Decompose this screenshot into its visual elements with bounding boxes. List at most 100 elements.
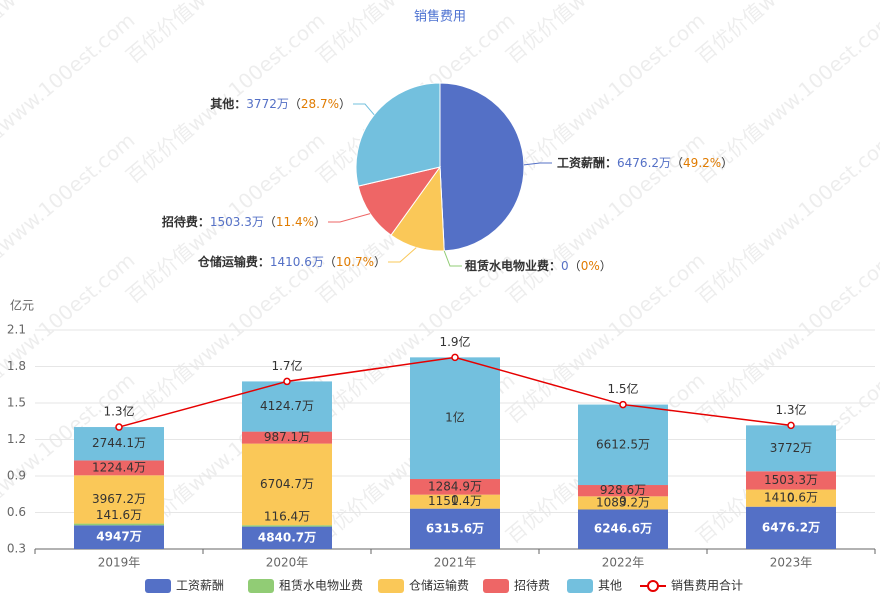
bar-label: 1503.3万 — [764, 473, 818, 487]
bar-segment — [410, 479, 500, 495]
bar-label: 1亿 — [445, 410, 465, 425]
bar-segment — [74, 427, 164, 461]
y-tick-label: 2.1 — [7, 323, 26, 337]
pie-label-part: 0 — [561, 259, 569, 273]
legend-label: 招待费 — [514, 579, 550, 593]
legend-label: 仓储运输费 — [409, 578, 469, 593]
bar-label: 4947万 — [96, 530, 141, 544]
pie-label-part: （ — [289, 97, 301, 111]
bar-label: 1410.6万 — [764, 491, 818, 505]
line-point — [283, 377, 291, 386]
legend-symbol — [145, 579, 171, 593]
bar-segment — [242, 526, 332, 549]
leader-line — [328, 213, 371, 223]
x-tick-label: 2021年 — [434, 556, 477, 570]
legend-label: 销售费用合计 — [671, 578, 743, 593]
leader-line — [443, 250, 462, 267]
pie-label-part: 28.7% — [301, 97, 339, 111]
pie-label-part: ） — [314, 215, 326, 229]
pie-label-part: 招待费 — [162, 214, 198, 229]
pie-label-part: 其他 — [210, 96, 234, 111]
pie-label-part: （ — [264, 215, 276, 229]
pie-label-part: 仓储运输费 — [197, 254, 258, 269]
bar-segment — [746, 489, 836, 507]
bar-segment — [74, 525, 164, 549]
line-point — [115, 423, 123, 431]
bar-segment — [578, 404, 668, 486]
leader-line — [523, 162, 552, 166]
bar-label: 6246.6万 — [594, 522, 652, 536]
bar-segment — [242, 525, 332, 527]
bar-segment — [746, 471, 836, 490]
line-point — [787, 421, 795, 430]
bar-label: 987.1万 — [264, 430, 310, 444]
bar-label: 0 — [451, 493, 459, 507]
line-label: 1.3亿 — [103, 404, 134, 419]
bar-label: 141.6万 — [96, 508, 142, 522]
bar-label: 928.6万 — [600, 483, 646, 497]
bar-segment — [578, 496, 668, 510]
bar-label: 3967.2万 — [92, 492, 146, 506]
legend-symbol — [567, 579, 593, 593]
line-label: 1.9亿 — [439, 334, 470, 349]
pie-label: 工资薪酬：6476.2万（49.2%） — [557, 155, 733, 170]
bar-label: 4840.7万 — [258, 530, 316, 544]
pie-label: 仓储运输费：1410.6万（10.7%） — [197, 254, 386, 269]
pie-label-part: ： — [549, 259, 561, 273]
bar-label: 1224.4万 — [92, 460, 146, 474]
x-tick-label: 2022年 — [602, 556, 645, 570]
bar-segment — [74, 460, 164, 476]
y-tick-label: 1.8 — [7, 359, 26, 373]
bar-segment — [746, 425, 836, 472]
bar-label: 2744.1万 — [92, 436, 146, 450]
pie-label-part: 3772万 — [246, 97, 289, 111]
bar-label: 4124.7万 — [260, 399, 314, 413]
pie-label-part: ： — [258, 255, 270, 269]
bar-segment — [242, 443, 332, 526]
bar-label: 1284.9万 — [428, 479, 482, 493]
pie-label-part: ） — [721, 156, 733, 170]
legend-label: 工资薪酬 — [176, 579, 224, 593]
line-point — [451, 353, 459, 362]
bar-segment — [242, 431, 332, 444]
bar-label: 6315.6万 — [426, 521, 484, 535]
line-label: 1.3亿 — [775, 402, 806, 417]
pie-label: 招待费：1503.3万（11.4%） — [162, 214, 326, 229]
bar-label: 0 — [787, 491, 795, 505]
pie-title: 销售费用 — [414, 9, 466, 25]
pie-label-part: （ — [671, 156, 683, 170]
pie-label-part: ： — [234, 97, 246, 111]
bar-label: 6704.7万 — [260, 477, 314, 491]
legend-symbol — [378, 579, 404, 593]
bar-segment — [410, 357, 500, 480]
bar-segment — [578, 509, 668, 549]
pie-label-part: 工资薪酬 — [557, 155, 605, 170]
bar-segment — [746, 506, 836, 549]
bar-label: 6612.5万 — [596, 437, 650, 451]
y-tick-label: 0.3 — [7, 542, 26, 556]
line-label: 1.5亿 — [607, 381, 638, 396]
pie-label-part: ） — [339, 97, 351, 111]
bar-segment — [578, 485, 668, 497]
pie-label-part: ： — [198, 215, 210, 229]
legend-label: 租赁水电物业费 — [279, 579, 363, 593]
pie-label-part: 10.7% — [336, 255, 374, 269]
y-tick-label: 0.9 — [7, 469, 26, 483]
bar-segment — [74, 523, 164, 526]
bar-segment — [74, 475, 164, 524]
legend-symbol — [647, 580, 659, 592]
line-point — [619, 400, 627, 409]
legend-label: 其他 — [598, 579, 622, 593]
x-tick-label: 2023年 — [770, 556, 813, 570]
y-tick-label: 1.2 — [7, 432, 26, 446]
pie-slice — [355, 82, 441, 187]
pie-label-part: 1410.6万 — [270, 255, 324, 269]
leader-line — [353, 103, 375, 116]
y-tick-label: 1.5 — [7, 396, 26, 410]
line-label: 1.7亿 — [271, 358, 302, 373]
legend-symbol — [483, 579, 509, 593]
pie-label-part: （ — [569, 259, 581, 273]
leader-line — [388, 247, 417, 263]
